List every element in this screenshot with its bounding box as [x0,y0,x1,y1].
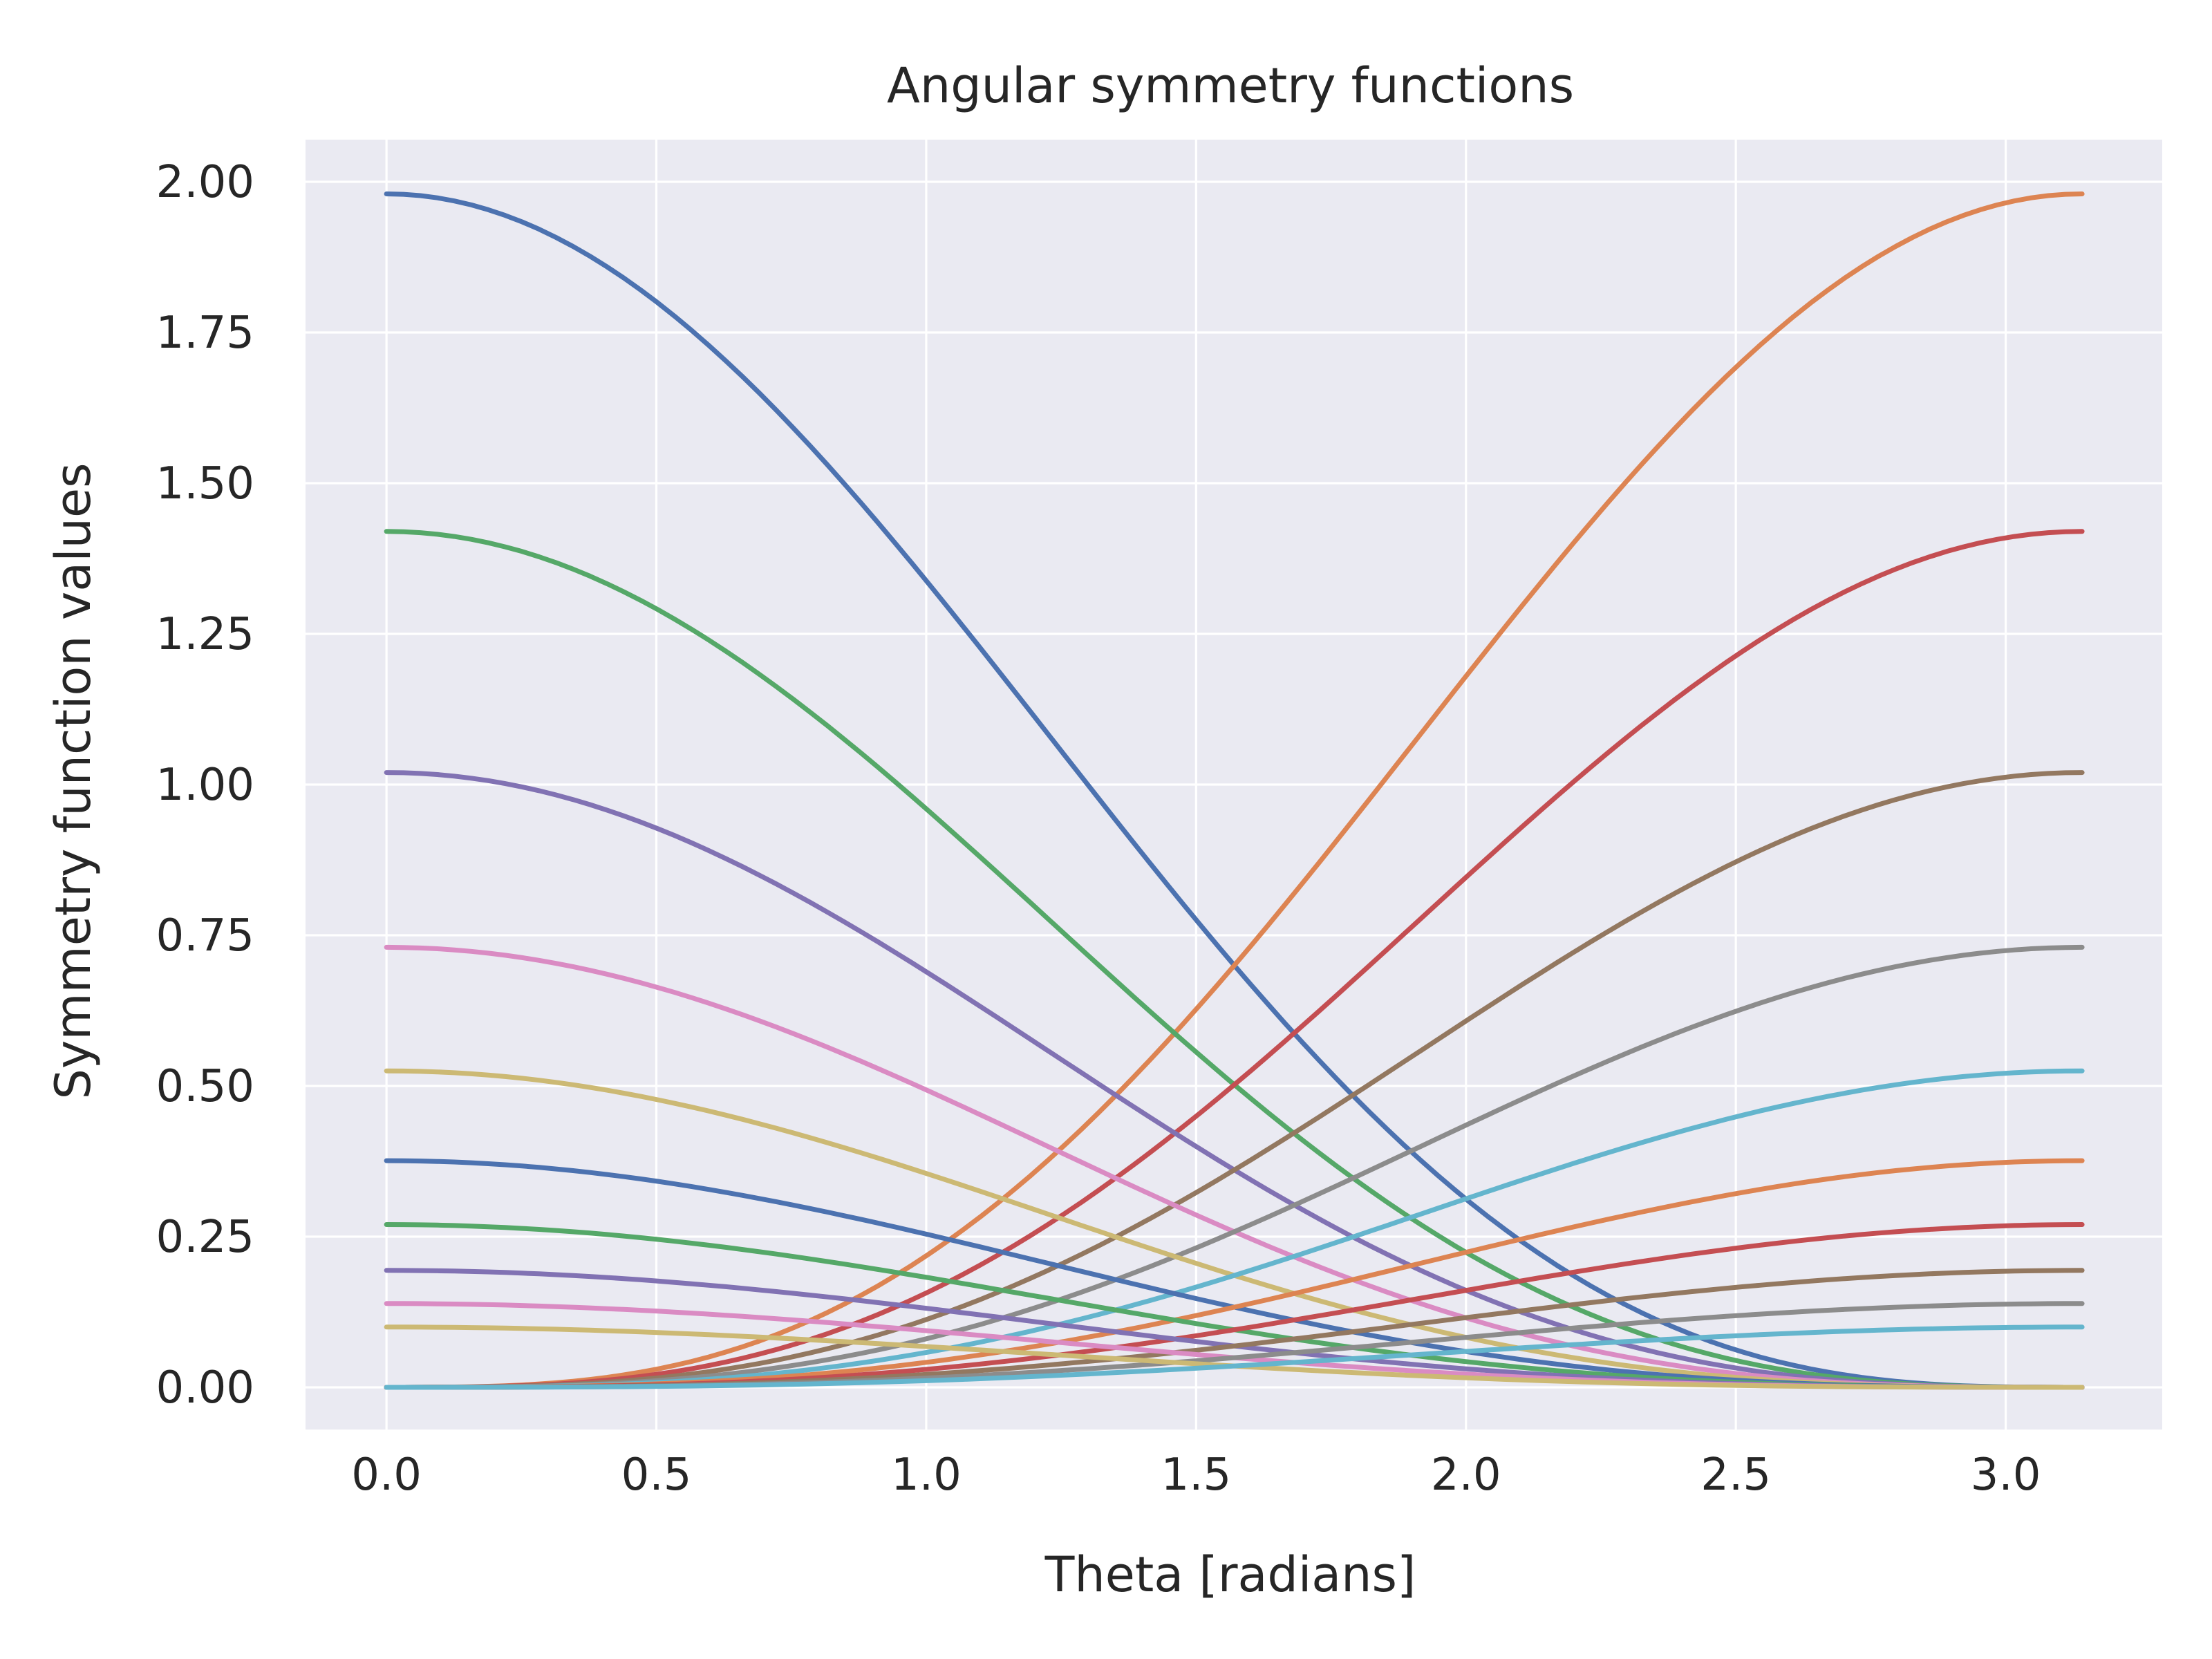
series-line-2 [384,191,2085,1390]
x-tick-label: 2.0 [1431,1450,1501,1501]
y-tick-label: 1.00 [156,760,255,811]
y-tick-label: 0.50 [156,1061,255,1112]
y-tick-label: 1.25 [156,609,255,660]
y-tick-label: 0.75 [156,910,255,962]
y-axis-ticks: 0.00 0.25 0.50 0.75 1.00 1.25 1.50 1.75 2.00 [156,157,255,1414]
y-tick-label: 2.00 [156,157,255,208]
grid [306,140,2162,1430]
y-tick-label: 0.25 [156,1212,255,1263]
x-tick-label: 0.5 [621,1450,692,1501]
series-line-6 [384,770,2085,1390]
x-tick-label: 2.5 [1700,1450,1771,1501]
x-tick-label: 0.0 [351,1450,422,1501]
x-axis-label: Theta [radians] [1044,1546,1416,1603]
y-tick-label: 1.75 [156,308,255,359]
x-axis-ticks: 0.0 0.5 1.0 1.5 2.0 2.5 3.0 [351,1450,2041,1501]
x-tick-label: 3.0 [1971,1450,2041,1501]
y-axis-label: Symmetry function values [45,462,102,1099]
x-tick-label: 1.5 [1161,1450,1231,1501]
chart-title: Angular symmetry functions [887,57,1574,114]
series-group [384,191,2085,1390]
series-line-20 [384,1324,2085,1390]
x-tick-label: 1.0 [891,1450,962,1501]
y-tick-label: 0.00 [156,1362,255,1414]
series-line-4 [384,529,2085,1390]
y-tick-label: 1.50 [156,458,255,509]
